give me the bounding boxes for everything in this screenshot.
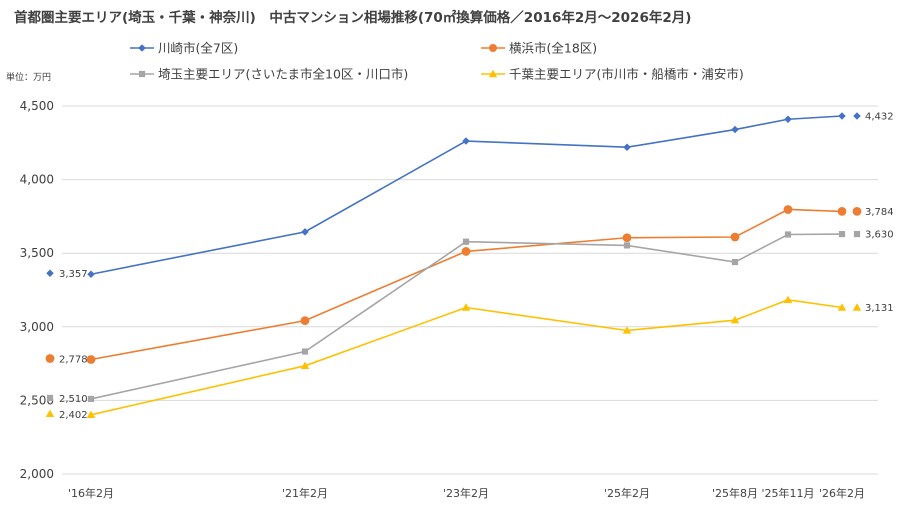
series-line — [86, 205, 847, 364]
start-label-marker — [45, 409, 55, 418]
data-labels: 3,357 4,432 2,778 3,784 2,510 3,630 2,402 3,131 — [45, 112, 894, 421]
x-tick-label: '23年2月 — [443, 486, 489, 500]
x-axis: '16年2月 '21年2月 '23年2月 '25年2月 '25年8月 '25年11月 '26… — [68, 486, 865, 500]
legend-marker — [138, 70, 146, 78]
data-point — [784, 231, 792, 238]
data-point — [461, 303, 471, 311]
end-value-label: 4,432 — [865, 112, 894, 123]
data-point — [838, 112, 846, 120]
legend-item: 埼玉主要エリア(さいたま市全10区・川口市) — [130, 67, 408, 82]
data-point — [623, 143, 631, 151]
y-tick-label: 2,000 — [20, 467, 54, 481]
start-value-label: 2,510 — [59, 394, 88, 405]
start-value-label: 3,357 — [59, 269, 88, 280]
data-point — [622, 233, 632, 243]
series-path — [90, 233, 843, 400]
data-point — [86, 410, 96, 419]
legend-label: 埼玉主要エリア(さいたま市全10区・川口市) — [158, 67, 408, 82]
series-path — [90, 299, 843, 416]
data-point — [300, 361, 310, 369]
y-axis: 2,000 2,500 3,000 3,500 4,000 4,500 — [20, 99, 54, 481]
y-tick-label: 3,000 — [20, 320, 54, 334]
y-tick-label: 3,500 — [20, 246, 54, 260]
data-point — [461, 247, 471, 256]
start-value-label: 2,778 — [59, 354, 88, 365]
series-line — [87, 230, 846, 403]
y-tick-label: 2,500 — [20, 393, 54, 407]
legend-marker — [138, 44, 146, 52]
data-point — [730, 315, 740, 324]
data-point — [783, 205, 793, 214]
end-label-marker — [852, 303, 862, 311]
data-point — [87, 270, 95, 278]
legend-item: 横浜市(全18区) — [481, 41, 597, 56]
legend-marker — [488, 69, 498, 78]
legend-label: 千葉主要エリア(市川市・船橋市・浦安市) — [509, 67, 744, 82]
start-label-marker — [45, 354, 55, 363]
data-point — [837, 303, 847, 311]
legend-item: 千葉主要エリア(市川市・船橋市・浦安市) — [481, 67, 744, 82]
data-point — [623, 242, 631, 249]
chart-legend: 川崎市(全7区) 横浜市(全18区) 埼玉主要エリア(さいたま市全10区・川口市) 千… — [130, 41, 744, 82]
data-point — [462, 238, 470, 245]
x-tick-label: '25年2月 — [604, 486, 650, 500]
series-line — [86, 295, 847, 419]
end-value-label: 3,131 — [865, 303, 894, 314]
data-point — [87, 395, 95, 403]
data-point — [784, 115, 792, 123]
x-tick-label: '25年8月 — [712, 486, 758, 500]
end-label-marker — [852, 206, 862, 216]
y-tick-label: 4,000 — [20, 173, 54, 187]
data-point — [86, 355, 96, 364]
start-label-marker — [46, 394, 54, 402]
data-point — [783, 295, 793, 304]
data-point — [838, 230, 846, 238]
legend-marker — [489, 44, 497, 52]
data-point — [731, 125, 739, 134]
end-value-label: 3,784 — [865, 207, 894, 218]
legend-label: 横浜市(全18区) — [509, 41, 597, 56]
legend-label: 川崎市(全7区) — [158, 41, 238, 56]
data-point — [301, 228, 309, 236]
series-line — [87, 112, 846, 278]
data-point — [730, 232, 740, 242]
data-point — [622, 326, 632, 334]
series-group — [86, 112, 847, 419]
series-path — [90, 208, 843, 361]
x-tick-label: '25年11月 — [761, 486, 814, 500]
end-value-label: 3,630 — [865, 230, 894, 241]
start-label-marker — [46, 269, 54, 277]
data-point — [300, 316, 310, 326]
y-tick-label: 4,500 — [20, 99, 54, 113]
data-point — [731, 258, 739, 266]
end-label-marker — [853, 230, 861, 238]
data-point — [301, 348, 309, 355]
x-tick-label: '21年2月 — [282, 486, 328, 500]
x-tick-label: '26年2月 — [819, 486, 865, 500]
end-label-marker — [853, 112, 861, 120]
chart-title: 首都圏主要エリア(埼玉・千葉・神奈川) 中古マンション相場推移(70㎡換算価格／… — [14, 9, 691, 26]
start-value-label: 2,402 — [59, 410, 88, 421]
data-point — [462, 137, 470, 145]
x-tick-label: '16年2月 — [68, 486, 114, 500]
data-point — [837, 206, 847, 216]
unit-label: 単位：万円 — [6, 71, 51, 83]
grid-lines — [62, 105, 878, 475]
legend-item: 川崎市(全7区) — [130, 41, 238, 56]
